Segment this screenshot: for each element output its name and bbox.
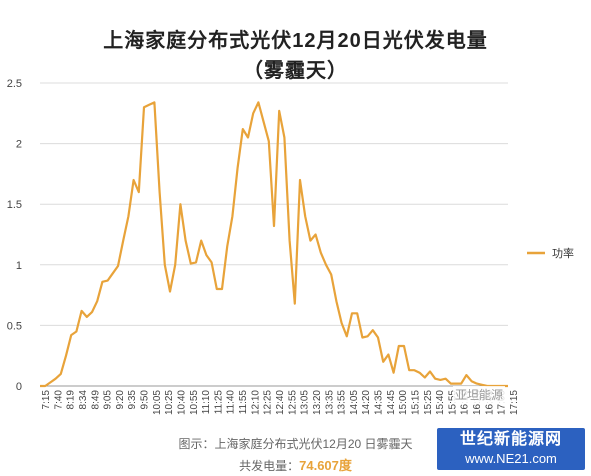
site-logo-name: 世纪新能源网	[459, 431, 562, 448]
x-tick-label: 11:40	[226, 390, 237, 415]
chart-caption: 图示：上海家庭分布式光伏12月20 日雾霾天	[178, 437, 413, 451]
x-tick-label: 13:20	[312, 390, 323, 415]
x-tick-label: 8:49	[90, 390, 101, 410]
x-tick-label: 15:25	[423, 390, 434, 415]
y-tick-label: 2.5	[7, 78, 22, 90]
x-tick-label: 11:55	[238, 390, 249, 415]
x-tick-label: 15:00	[398, 390, 409, 415]
x-tick-label: 14:05	[349, 390, 360, 415]
x-tick-label: 13:05	[300, 390, 311, 415]
x-tick-label: 15:40	[435, 390, 446, 415]
x-tick-label: 11:25	[213, 390, 224, 415]
x-tick-label: 7:15	[41, 390, 52, 410]
x-tick-label: 7:40	[53, 390, 64, 410]
x-tick-label: 15:55	[447, 390, 458, 415]
x-tick-label: 17:15	[509, 390, 520, 415]
total-output-label: 共发电量：	[239, 459, 300, 473]
y-tick-label: 0	[16, 381, 22, 393]
total-output-value: 74.607度	[299, 458, 352, 473]
x-tick-label: 10:05	[152, 390, 163, 415]
y-tick-label: 1	[16, 260, 22, 272]
x-tick-label: 15:15	[410, 390, 421, 415]
chart-subtitle: （雾霾天）	[243, 60, 348, 82]
x-tick-label: 12:10	[250, 390, 261, 415]
x-tick-label: 11:10	[201, 390, 212, 415]
line-chart: 0 0.5 1 1.5 2 2.5 7:15 7:40 8:19 8:34 8:49 9:05 9:20…	[7, 78, 574, 415]
y-tick-label: 0.5	[7, 320, 22, 332]
legend-label: 功率	[552, 246, 574, 260]
x-tick-label: 10:40	[176, 390, 187, 415]
x-tick-label: 8:34	[78, 390, 89, 410]
x-tick-label: 8:19	[66, 390, 77, 410]
y-tick-label: 2	[16, 139, 22, 151]
watermark-text: 亚坦能源	[452, 386, 505, 403]
x-tick-label: 9:50	[140, 390, 151, 410]
site-logo-url: www.NE21.com	[465, 451, 557, 466]
x-tick-label: 12:55	[287, 390, 298, 415]
x-tick-label: 14:20	[361, 390, 372, 415]
y-tick-label: 1.5	[7, 199, 22, 211]
x-tick-label: 13:35	[324, 390, 335, 415]
x-tick-label: 10:55	[189, 390, 200, 415]
x-tick-label: 9:35	[127, 390, 138, 410]
site-logo: 世纪新能源网 www.NE21.com	[437, 428, 585, 470]
chart-title: 上海家庭分布式光伏12月20日光伏发电量	[103, 30, 488, 52]
total-output: 共发电量：74.607度	[0, 455, 591, 474]
x-tick-label: 14:35	[374, 390, 385, 415]
x-tick-label: 9:05	[103, 390, 114, 410]
x-tick-label: 10:25	[164, 390, 175, 415]
x-tick-label: 9:20	[115, 390, 126, 410]
x-tick-label: 13:55	[337, 390, 348, 415]
x-tick-label: 12:40	[275, 390, 286, 415]
series-line-功率	[40, 101, 508, 388]
x-tick-label: 14:45	[386, 390, 397, 415]
x-tick-label: 12:25	[263, 390, 274, 415]
